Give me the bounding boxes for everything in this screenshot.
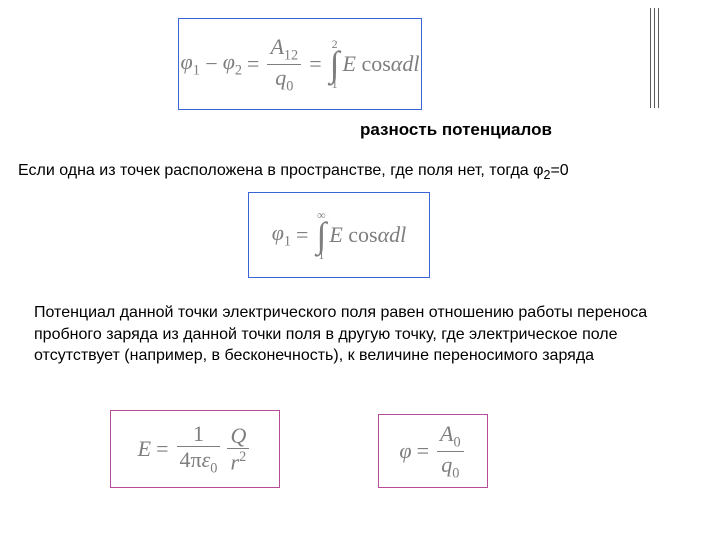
f1-integrand: E cosαdl [343, 51, 420, 77]
side-bar-decor [650, 8, 658, 108]
f1-minus: − [204, 51, 219, 77]
paragraph-phi2-zero: Если одна из точек расположена в простра… [18, 160, 678, 184]
f4-frac: A0 q0 [437, 421, 464, 482]
formula-potential-ratio: φ = A0 q0 [378, 414, 488, 488]
f1-eq2: = [309, 51, 321, 77]
formula-phi1-integral: φ1 = ∞ ∫ 1 E cosαdl [248, 192, 430, 278]
formula-coulomb-field: E = 1 4πε0 Q r2 [110, 410, 280, 488]
f4-eq: = [417, 438, 429, 464]
f3-E: E [138, 436, 151, 462]
paragraph-potential-definition: Потенциал данной точки электрического по… [34, 302, 654, 367]
caption-potential-difference: разность потенциалов [360, 120, 552, 140]
f3-frac1: 1 4πε0 [177, 421, 221, 477]
f2-phi1: φ1 [272, 220, 291, 250]
f2-integrand: E cosαdl [329, 222, 406, 248]
f1-lhs-phi2: φ2 [223, 49, 242, 79]
f4-phi: φ [399, 438, 411, 464]
f2-integral: ∞ ∫ 1 [316, 210, 326, 261]
f1-frac-work-over-charge: A12 q0 [267, 34, 301, 95]
f3-frac2: Q r2 [227, 423, 249, 475]
f2-eq: = [296, 222, 308, 248]
formula-potential-difference: φ1 − φ2 = A12 q0 = 2 ∫ 1 E cosαdl [178, 18, 422, 110]
f1-eq1: = [247, 51, 259, 77]
f1-lhs-phi1: φ1 [181, 49, 200, 79]
f1-integral: 2 ∫ 1 [330, 39, 340, 90]
f3-eq: = [156, 436, 168, 462]
